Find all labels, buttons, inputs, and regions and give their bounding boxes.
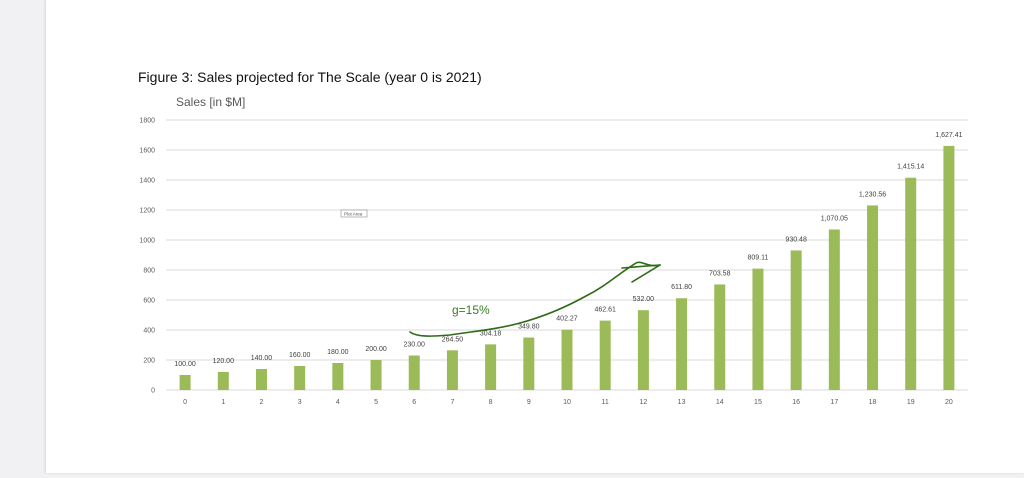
- data-label: 809.11: [748, 255, 769, 262]
- y-tick-label: 200: [143, 358, 155, 365]
- data-label: 930.48: [785, 236, 807, 243]
- bar-year-2[interactable]: [255, 369, 267, 390]
- x-tick-label: 6: [412, 399, 416, 406]
- y-tick-label: 800: [143, 268, 155, 275]
- plot-area-tag: Plot Area: [340, 209, 368, 218]
- x-tick-label: 5: [374, 399, 378, 406]
- y-tick-label: 1600: [139, 148, 155, 155]
- data-label: 264.50: [442, 336, 464, 343]
- bar-year-6[interactable]: [408, 355, 420, 391]
- y-tick-label: 400: [143, 328, 155, 335]
- chart-container[interactable]: Sales [in $M] 0 200 400 600 800 1000 1200 1400 1…: [46, 0, 1024, 473]
- y-tick-label: 1400: [139, 178, 155, 185]
- data-label: 304.18: [480, 330, 502, 337]
- x-tick-label: 3: [298, 399, 302, 406]
- x-tick-label: 17: [830, 399, 838, 406]
- data-label: 180.00: [327, 349, 349, 356]
- data-label: 200.00: [365, 346, 387, 353]
- data-label: 1,230.56: [859, 191, 886, 198]
- data-label: 532.00: [633, 296, 655, 303]
- y-tick-label: 1800: [139, 118, 155, 125]
- x-tick-label: 0: [183, 399, 187, 406]
- x-tick-label: 15: [754, 399, 762, 406]
- x-tick-label: 2: [260, 399, 264, 406]
- x-tick-label: 1: [221, 399, 225, 406]
- x-tick-label: 12: [639, 399, 647, 406]
- x-tick-label: 20: [945, 399, 953, 406]
- data-label: 140.00: [251, 355, 273, 362]
- data-label: 462.61: [594, 307, 616, 314]
- figure-caption: Figure 3: Sales projected for The Scale …: [138, 69, 482, 85]
- data-label: 349.80: [518, 324, 540, 331]
- bars: [179, 145, 955, 391]
- bar-year-9[interactable]: [523, 337, 535, 390]
- plot-area-tag-text: Plot Area: [344, 212, 363, 217]
- bar-year-1[interactable]: [217, 372, 229, 390]
- x-tick-label: 8: [489, 399, 493, 406]
- bar-year-18[interactable]: [867, 205, 879, 390]
- x-tick-label: 18: [869, 399, 877, 406]
- data-label: 160.00: [289, 352, 311, 359]
- bar-year-8[interactable]: [485, 344, 497, 390]
- bar-year-10[interactable]: [561, 329, 573, 390]
- x-tick-label: 11: [602, 399, 609, 406]
- x-tick-label: 14: [716, 399, 724, 406]
- data-label: 703.58: [709, 270, 731, 277]
- bar-year-0[interactable]: [179, 375, 191, 390]
- growth-annotation: g=15%: [409, 261, 661, 337]
- bar-year-14[interactable]: [714, 284, 726, 390]
- growth-arrow-head: [621, 264, 661, 283]
- x-axis-ticks: 0 1 2 3 4 5 6 7 8 9 10 11 12 13 14 15 16 17 18 19 20: [183, 399, 953, 406]
- data-label: 100.00: [174, 361, 196, 368]
- y-axis-ticks: 0 200 400 600 800 1000 1200 1400 1600 1800: [139, 118, 155, 395]
- data-label: 1,415.14: [897, 164, 924, 171]
- bar-year-20[interactable]: [943, 145, 955, 390]
- y-tick-label: 0: [151, 388, 155, 395]
- data-label: 1,070.05: [821, 215, 848, 222]
- bar-year-15[interactable]: [752, 268, 764, 390]
- bar-year-17[interactable]: [828, 229, 840, 390]
- x-tick-label: 7: [450, 399, 454, 406]
- y-tick-label: 1000: [139, 238, 155, 245]
- bar-year-16[interactable]: [790, 250, 802, 390]
- bar-year-5[interactable]: [370, 360, 382, 390]
- bar-year-3[interactable]: [294, 366, 306, 390]
- bar-year-4[interactable]: [332, 363, 344, 390]
- x-tick-label: 10: [563, 399, 571, 406]
- data-label: 230.00: [404, 342, 426, 349]
- data-label: 402.27: [556, 316, 578, 323]
- x-tick-label: 4: [336, 399, 340, 406]
- growth-rate-label: g=15%: [452, 303, 490, 317]
- x-tick-label: 19: [907, 399, 915, 406]
- x-tick-label: 13: [678, 399, 686, 406]
- y-tick-label: 1200: [139, 208, 155, 215]
- data-label: 120.00: [213, 358, 235, 365]
- x-tick-label: 9: [527, 399, 531, 406]
- x-tick-label: 16: [792, 399, 800, 406]
- data-labels: 100.00 120.00 140.00 160.00 180.00 200.00 230.…: [174, 132, 962, 368]
- y-axis-title: Sales [in $M]: [176, 95, 245, 109]
- growth-arrow-curve: [409, 261, 661, 337]
- bar-year-7[interactable]: [446, 350, 458, 390]
- bar-year-12[interactable]: [637, 310, 649, 390]
- data-label: 611.80: [671, 284, 692, 291]
- bar-year-19[interactable]: [905, 177, 917, 390]
- y-tick-label: 600: [143, 298, 155, 305]
- bar-year-11[interactable]: [599, 320, 611, 390]
- data-label: 1,627.41: [935, 132, 962, 139]
- bar-chart[interactable]: Sales [in $M] 02004006008001000120014001…: [46, 0, 1024, 473]
- bar-year-13[interactable]: [676, 298, 688, 390]
- document-page: Figure 3: Sales projected for The Scale …: [46, 0, 1024, 473]
